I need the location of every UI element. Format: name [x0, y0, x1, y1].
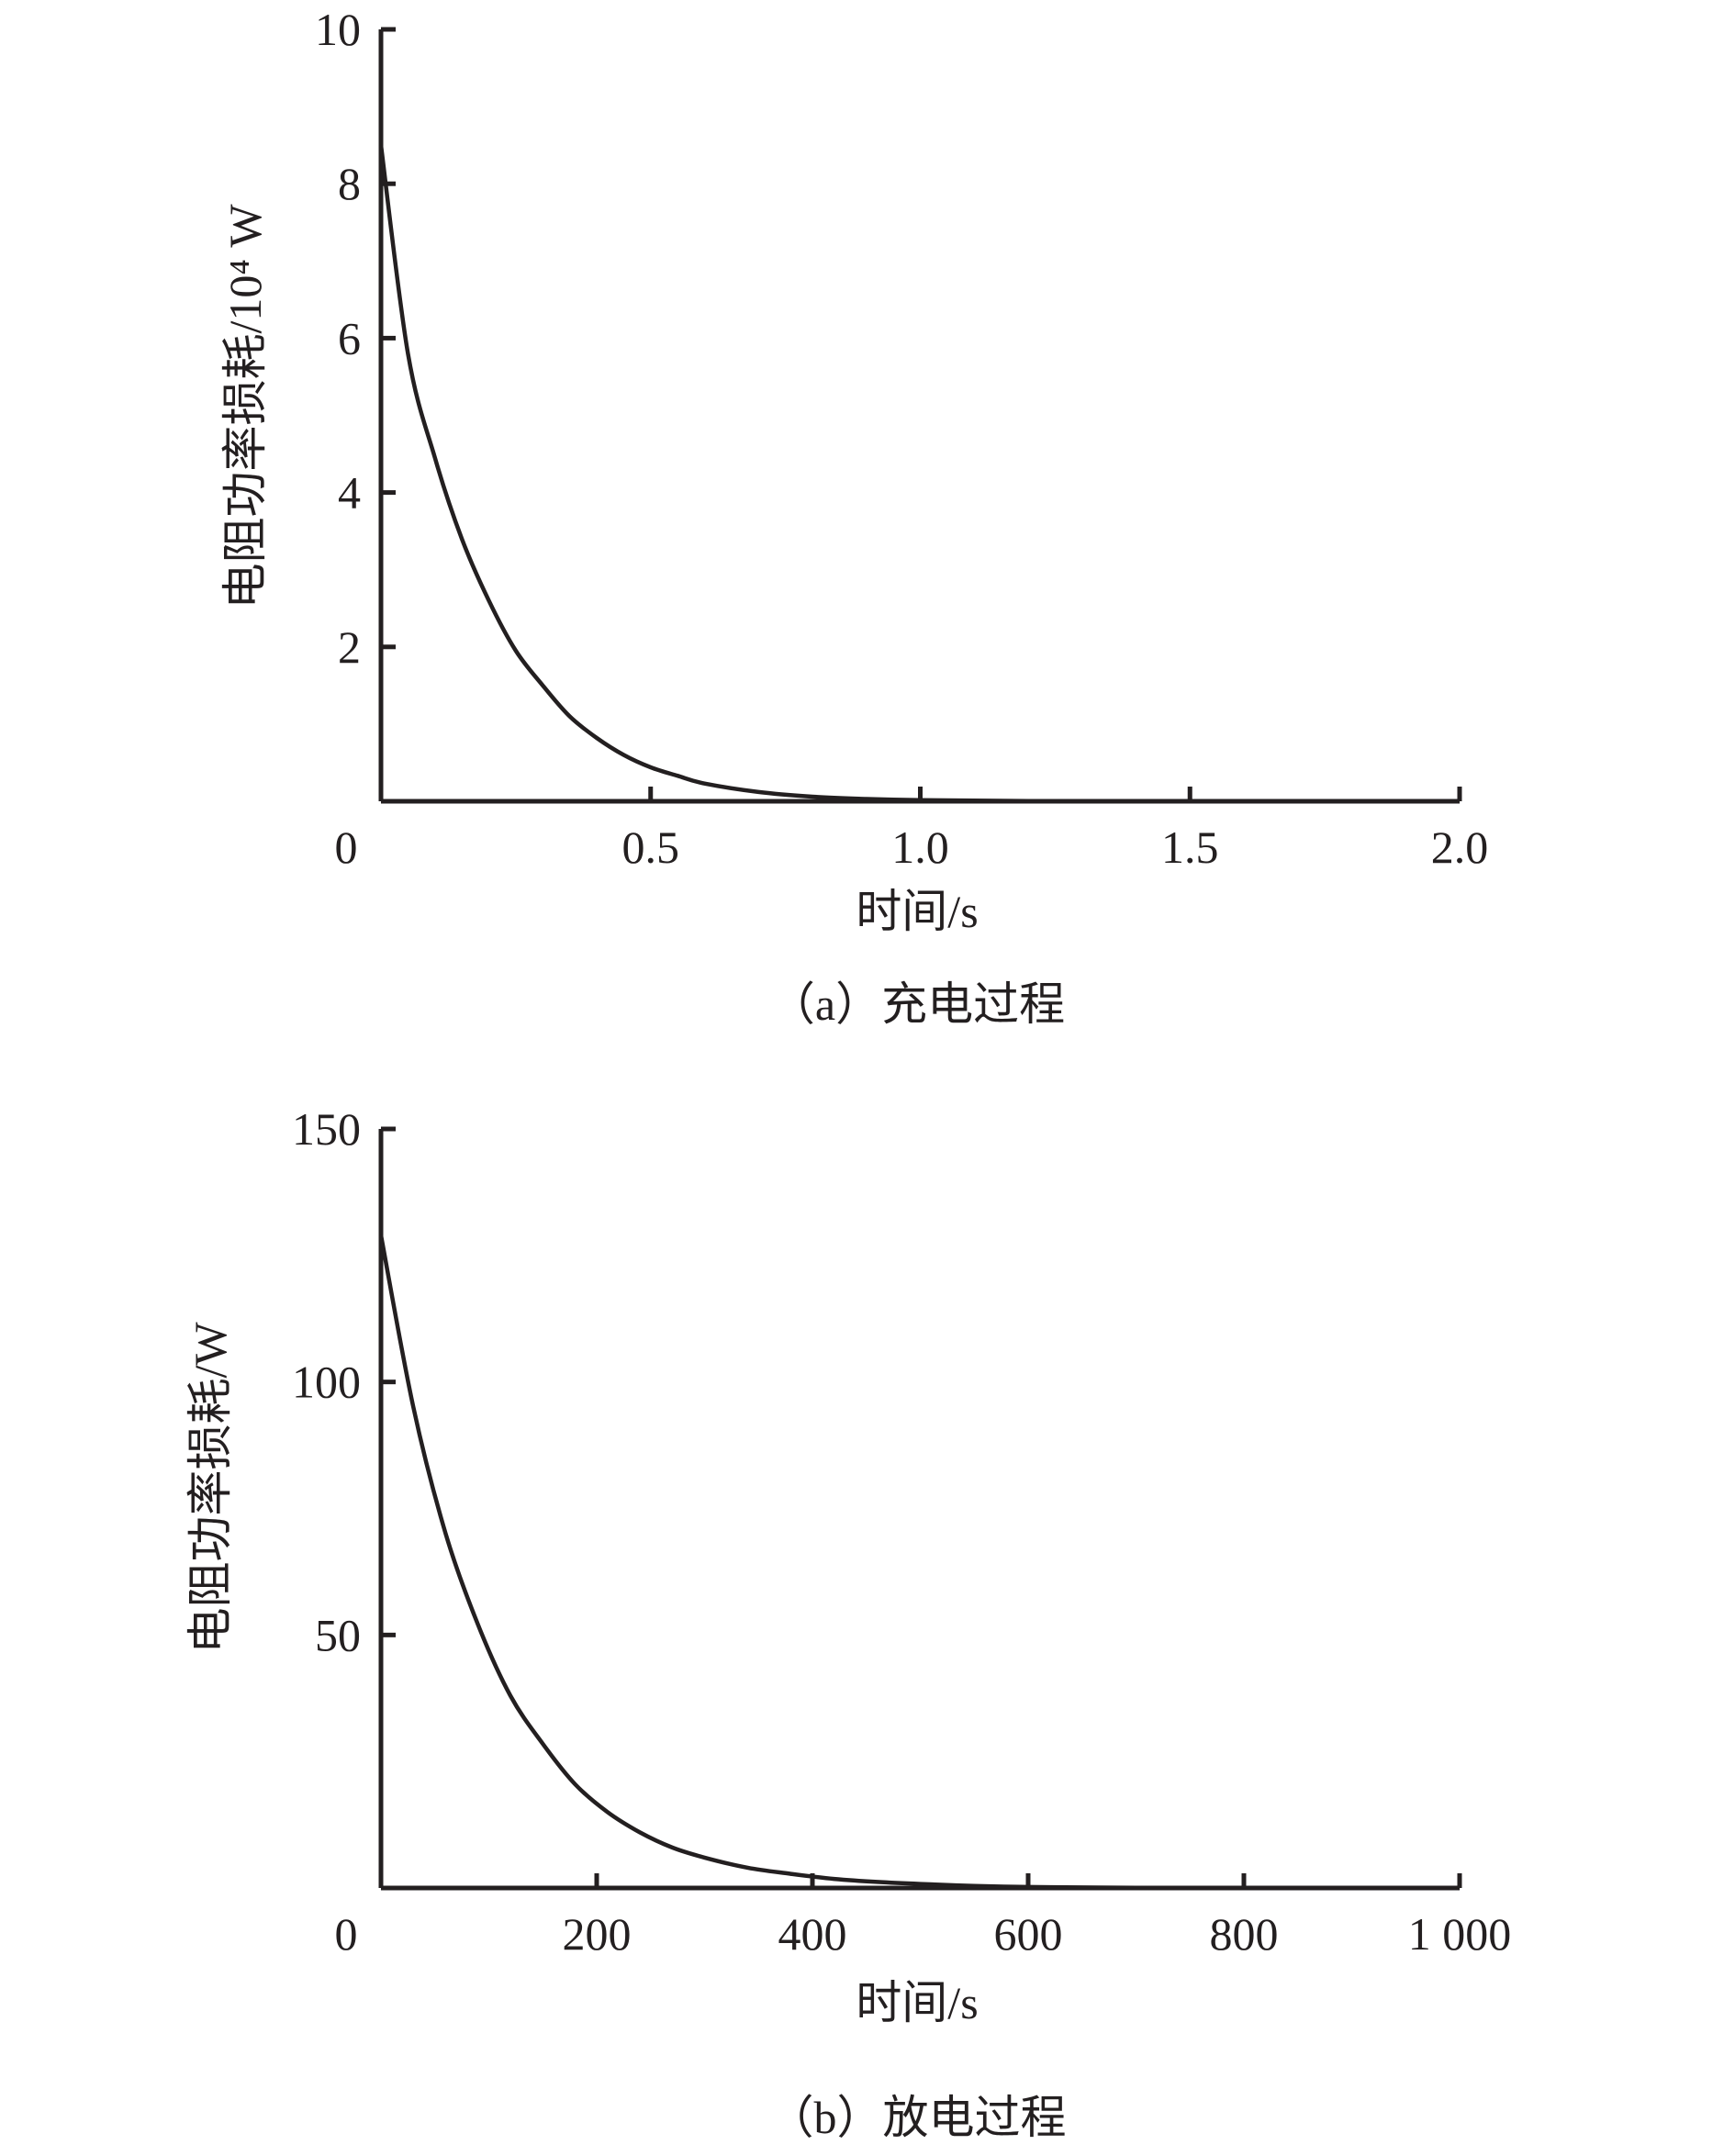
chart-caption: （b）放电过程 [768, 2092, 1067, 2143]
chart-panel-charging: 2 4 6 8 10 0 0.5 1.0 1.5 2.0 电阻功率损耗/10⁴ W 时间/s （a… [219, 4, 1488, 1030]
y-tick-label: 50 [315, 1609, 361, 1660]
y-tick-label: 2 [338, 621, 361, 673]
axis-ticks: 2 4 6 8 10 0 0.5 1.0 1.5 2.0 [315, 4, 1488, 873]
x-tick-label: 800 [1210, 1908, 1279, 1960]
y-tick-label: 6 [338, 312, 361, 363]
y-tick-label: 150 [292, 1103, 361, 1155]
x-axis-title: 时间/s [856, 1977, 978, 2028]
x-tick-label: 1.5 [1161, 821, 1219, 873]
chart-panel-discharging: 50 100 150 0 200 400 600 800 1 000 电阻功率损耗/W 时间/s… [185, 1103, 1511, 2143]
x-tick-label: 1 000 [1408, 1908, 1512, 1960]
x-tick-label: 1.0 [891, 821, 949, 873]
y-axis-title: 电阻功率损耗/W [185, 1322, 236, 1654]
y-tick-label: 10 [315, 4, 361, 55]
x-tick-label: 0 [335, 1908, 358, 1960]
power-loss-curve [378, 144, 1461, 804]
x-axis-title: 时间/s [856, 886, 978, 937]
power-loss-curve [378, 1234, 1460, 1891]
x-tick-label: 0 [335, 821, 358, 873]
x-tick-label: 0.5 [622, 821, 680, 873]
x-tick-label: 2.0 [1431, 821, 1489, 873]
x-tick-label: 600 [994, 1908, 1063, 1960]
chart-caption: （a）充电过程 [769, 978, 1065, 1030]
axis-ticks: 50 100 150 0 200 400 600 800 1 000 [292, 1103, 1511, 1960]
y-axis-title: 电阻功率损耗/10⁴ W [219, 204, 271, 609]
y-tick-label: 100 [292, 1357, 361, 1408]
y-tick-label: 4 [338, 467, 361, 519]
y-tick-label: 8 [338, 158, 361, 209]
x-tick-label: 200 [563, 1908, 632, 1960]
x-tick-label: 400 [778, 1908, 847, 1960]
